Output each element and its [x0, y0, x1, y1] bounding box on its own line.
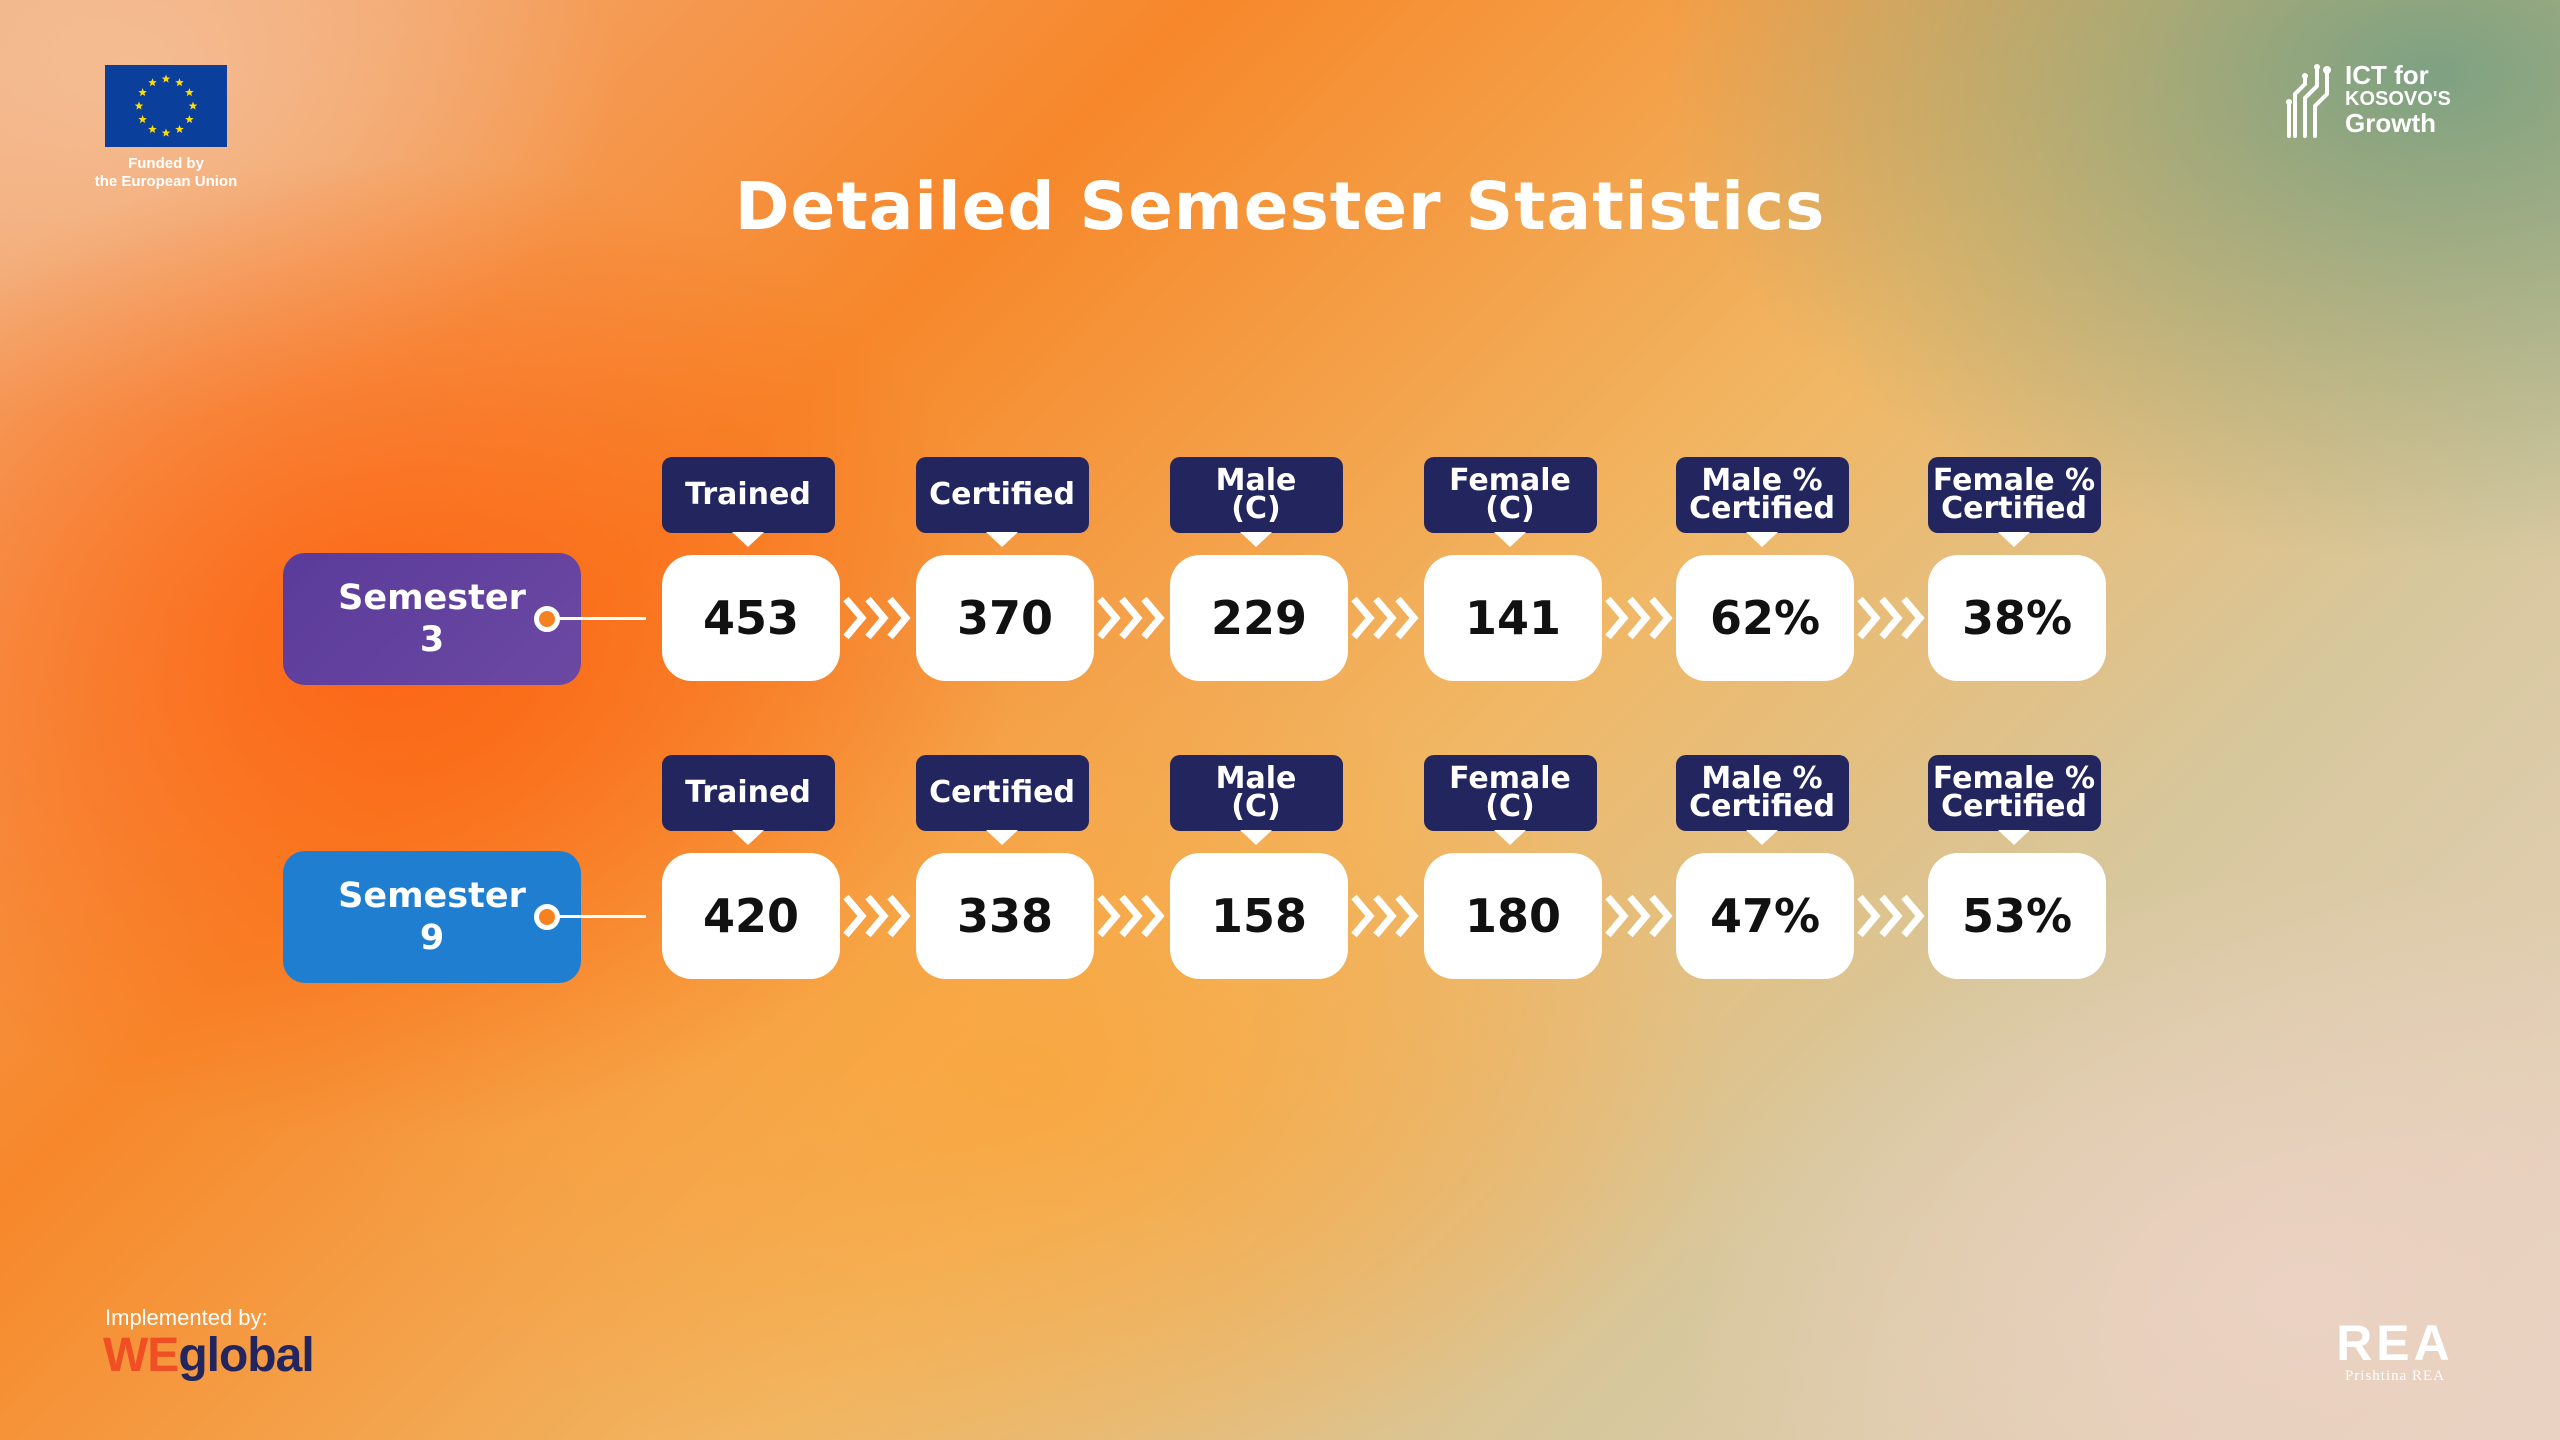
- metric-label-line: Trained: [685, 775, 811, 810]
- circuit-icon: [2286, 64, 2331, 138]
- eu-caption-line1: Funded by: [128, 155, 204, 172]
- chevrons-icon: [842, 891, 912, 941]
- rea-logo-sub: Prishtina REA: [2344, 1368, 2446, 1384]
- metric-label: Male (C): [1169, 755, 1343, 845]
- metric-label: Male % Certified: [1675, 755, 1849, 845]
- eu-star: [161, 128, 171, 137]
- metric-value: 141: [1424, 555, 1602, 681]
- metric-value: 62%: [1676, 555, 1854, 681]
- metric-value: 38%: [1928, 555, 2106, 681]
- eu-star: [188, 101, 198, 110]
- metric-label-line: Certified: [1689, 789, 1835, 824]
- ict-line3: Growth: [2345, 108, 2436, 138]
- metric-label-line: Male %: [1701, 761, 1823, 796]
- semester-number: 9: [419, 918, 445, 958]
- eu-star: [148, 78, 157, 87]
- semester-label: Semester: [338, 876, 526, 916]
- metric-label: Male (C): [1169, 457, 1343, 547]
- eu-star: [185, 115, 194, 124]
- rea-logo: REA Prishtina REA: [2325, 1318, 2465, 1385]
- eu-star: [185, 88, 194, 97]
- metric-value: 370: [916, 555, 1094, 681]
- metric-value: 453: [662, 555, 840, 681]
- metric-value: 47%: [1676, 853, 1854, 979]
- connector-dot: [534, 904, 560, 930]
- metric-value: 180: [1424, 853, 1602, 979]
- connector-dot: [534, 606, 560, 632]
- ict-logo: ICT for KOSOVO'S Growth: [2285, 62, 2485, 142]
- metric-label-line: Certified: [1941, 491, 2087, 526]
- metric-label: Trained: [661, 755, 835, 845]
- metric-label-line: Female: [1449, 761, 1571, 796]
- metric-value: 158: [1170, 853, 1348, 979]
- chevrons-icon: [1604, 593, 1674, 643]
- metric-label: Female % Certified: [1927, 755, 2101, 845]
- connector-line: [558, 915, 646, 918]
- metric-label-line: Male: [1215, 463, 1297, 498]
- chevrons-icon: [1350, 891, 1420, 941]
- eu-star: [134, 101, 144, 110]
- metric-label: Certified: [915, 755, 1089, 845]
- metric-label-line: (C): [1231, 491, 1281, 526]
- metric-label-line: Trained: [685, 477, 811, 512]
- metric-label-line: Female %: [1932, 463, 2096, 498]
- metric-label-line: Female %: [1932, 761, 2096, 796]
- metric-label-line: Certified: [929, 477, 1075, 512]
- metric-label-line: Certified: [929, 775, 1075, 810]
- ict-line1: ICT for: [2345, 60, 2429, 90]
- page-title: Detailed Semester Statistics: [734, 168, 1826, 245]
- eu-star: [161, 74, 171, 83]
- metric-label-line: (C): [1485, 789, 1535, 824]
- chevrons-icon: [842, 593, 912, 643]
- eu-star: [138, 115, 147, 124]
- weglobal-logo: WEglobal: [103, 1328, 315, 1383]
- metric-value: 53%: [1928, 853, 2106, 979]
- metric-label-line: Certified: [1941, 789, 2087, 824]
- chevrons-icon: [1604, 891, 1674, 941]
- semester-badge: Semester 3: [283, 553, 581, 685]
- rea-logo-text: REA: [2336, 1315, 2454, 1371]
- connector-line: [558, 617, 646, 620]
- chevrons-icon: [1856, 593, 1926, 643]
- semester-badge: Semester 9: [283, 851, 581, 983]
- ict-line2: KOSOVO'S: [2345, 88, 2451, 110]
- chevrons-icon: [1350, 593, 1420, 643]
- chevrons-icon: [1856, 891, 1926, 941]
- metric-label: Female (C): [1423, 457, 1597, 547]
- metric-label-line: Male %: [1701, 463, 1823, 498]
- eu-star: [148, 124, 157, 134]
- semester-number: 3: [419, 620, 445, 660]
- metric-label-line: (C): [1485, 491, 1535, 526]
- metric-label-line: (C): [1231, 789, 1281, 824]
- eu-caption-line2: the European Union: [94, 173, 238, 190]
- eu-star: [175, 78, 184, 87]
- metric-label: Female (C): [1423, 755, 1597, 845]
- eu-flag-icon: [105, 65, 227, 147]
- metric-value: 229: [1170, 555, 1348, 681]
- metric-label-line: Certified: [1689, 491, 1835, 526]
- metric-label-line: Female: [1449, 463, 1571, 498]
- weglobal-we: WE: [103, 1329, 179, 1382]
- metric-value: 338: [916, 853, 1094, 979]
- eu-caption: Funded by the European Union: [70, 155, 262, 191]
- chevrons-icon: [1096, 593, 1166, 643]
- chevrons-icon: [1096, 891, 1166, 941]
- metric-value: 420: [662, 853, 840, 979]
- semester-label: Semester: [338, 578, 526, 618]
- implemented-by-label: Implemented by:: [105, 1305, 268, 1330]
- weglobal-rest: global: [178, 1329, 314, 1382]
- metric-label-line: Male: [1215, 761, 1297, 796]
- metric-label: Trained: [661, 457, 835, 547]
- metric-label: Certified: [915, 457, 1089, 547]
- eu-star: [175, 124, 184, 134]
- metric-label: Male % Certified: [1675, 457, 1849, 547]
- metric-label: Female % Certified: [1927, 457, 2101, 547]
- eu-star: [138, 88, 147, 97]
